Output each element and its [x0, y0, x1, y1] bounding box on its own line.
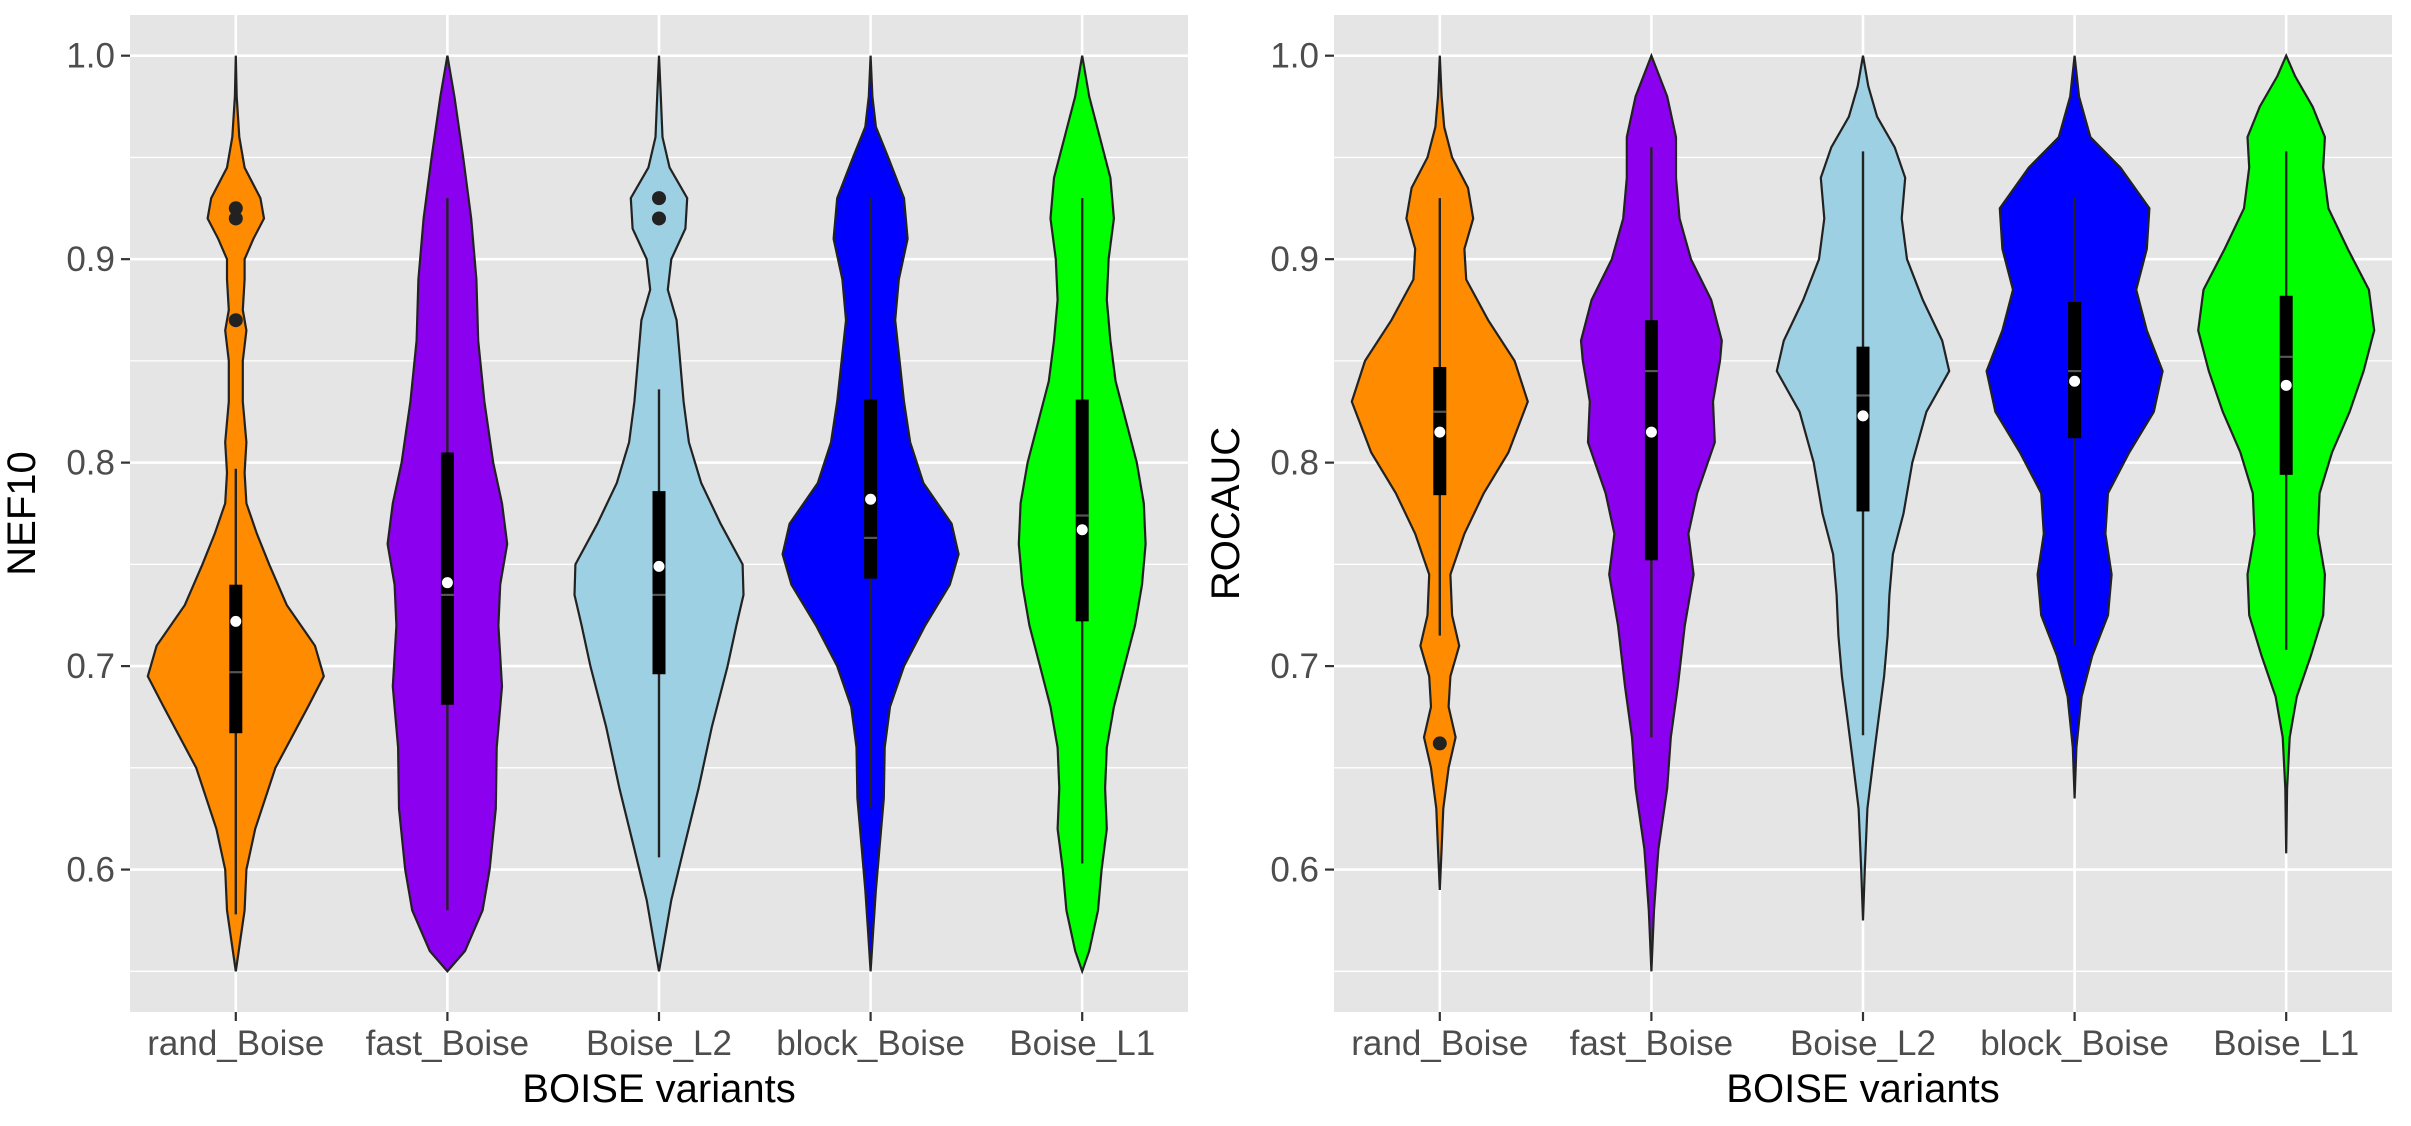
outlier-point [652, 191, 666, 206]
violin-rand_Boise [146, 55, 325, 972]
violin-block_Boise [781, 55, 960, 972]
boxplot-box [1644, 320, 1658, 561]
violin-panel: 0.6 0.7 0.8 0.9 1.0 rand_Boise fast_Boise Boise… [1204, 15, 2392, 1111]
y-tick-label: 0.8 [1270, 444, 1319, 483]
outlier-point [228, 211, 243, 226]
y-axis-title: NEF10 [0, 451, 44, 576]
y-tick-label: 0.8 [66, 444, 115, 483]
boxplot-box [864, 399, 878, 579]
y-tick-label: 0.9 [1270, 240, 1319, 279]
y-tick-label: 1.0 [66, 37, 115, 76]
y-tick-label: 1.0 [1270, 37, 1319, 76]
y-axis-title: ROCAUC [1204, 427, 1248, 600]
mean-point [1857, 410, 1869, 422]
outlier-point [228, 201, 243, 216]
x-tick-label: Boise_L1 [2213, 1024, 2359, 1063]
x-tick-label: rand_Boise [147, 1024, 324, 1063]
violin-fast_Boise [386, 55, 509, 973]
boxplot-box [1856, 346, 1870, 512]
outlier-point [652, 211, 666, 226]
violin-rand_Boise [1350, 55, 1529, 890]
violin-Boise_L2 [573, 55, 745, 972]
boxplot-box [229, 584, 243, 734]
y-tick-label: 0.9 [66, 240, 115, 279]
mean-point [1434, 426, 1446, 438]
mean-point [1645, 426, 1657, 438]
y-tick-label: 0.7 [66, 647, 115, 686]
x-tick-label: Boise_L1 [1009, 1024, 1155, 1063]
mean-point [2280, 379, 2292, 391]
outlier-point [228, 313, 243, 328]
boxplot-box [652, 491, 666, 675]
mean-point [653, 560, 665, 572]
x-tick-label: rand_Boise [1351, 1024, 1528, 1063]
mean-point [2069, 375, 2081, 387]
y-tick-label: 0.6 [66, 851, 115, 890]
mean-point [865, 493, 877, 505]
x-tick-label: block_Boise [1980, 1024, 2169, 1063]
violin-block_Boise [1985, 55, 2164, 799]
x-tick-label: Boise_L2 [586, 1024, 732, 1063]
x-tick-label: block_Boise [776, 1024, 965, 1063]
x-tick-label: fast_Boise [1570, 1024, 1733, 1063]
y-tick-label: 0.6 [1270, 851, 1319, 890]
mean-point [441, 577, 453, 589]
violin-fast_Boise [1579, 52, 1723, 972]
mean-point [1076, 524, 1088, 536]
boxplot-box [1075, 399, 1089, 622]
violin-panel: 0.6 0.7 0.8 0.9 1.0 rand_Boise fast_Boise Boise… [0, 15, 1188, 1111]
violin-Boise_L1 [1017, 55, 1147, 975]
outlier-point [1432, 736, 1447, 751]
x-tick-label: Boise_L2 [1790, 1024, 1936, 1063]
violin-Boise_L1 [2197, 52, 2376, 854]
x-axis-title: BOISE variants [522, 1067, 795, 1111]
x-axis-title: BOISE variants [1726, 1067, 1999, 1111]
x-tick-label: fast_Boise [366, 1024, 529, 1063]
violin-Boise_L2 [1775, 55, 1951, 921]
mean-point [230, 615, 242, 627]
y-tick-label: 0.7 [1270, 647, 1319, 686]
